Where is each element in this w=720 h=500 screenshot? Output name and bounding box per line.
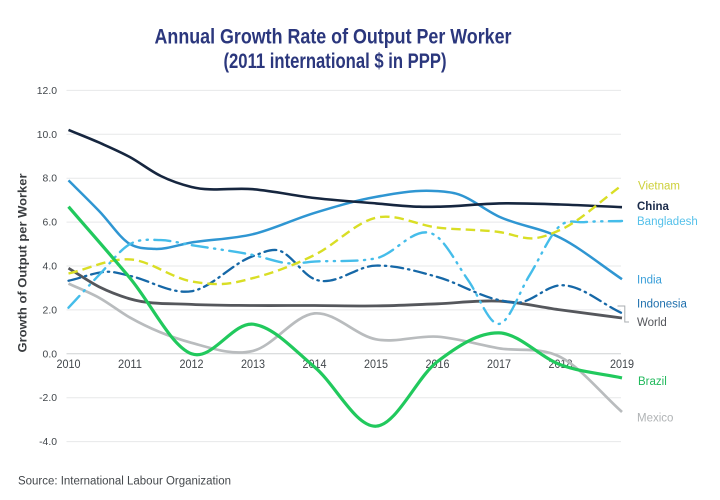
svg-text:8.0: 8.0 [43,174,58,185]
svg-text:Source: International Labour O: Source: International Labour Organizatio… [18,476,231,488]
svg-text:India: India [637,275,663,287]
svg-text:2013: 2013 [241,359,265,371]
svg-text:-4.0: -4.0 [39,437,57,448]
svg-text:2012: 2012 [180,359,204,371]
svg-text:Mexico: Mexico [637,413,673,425]
svg-text:10.0: 10.0 [37,130,57,141]
svg-text:Vietnam: Vietnam [638,181,680,193]
svg-text:2010: 2010 [57,359,81,371]
svg-text:0.0: 0.0 [43,349,58,360]
svg-text:Growth of Output per Worker: Growth of Output per Worker [18,173,30,353]
svg-text:(2011 international $ in PPP): (2011 international $ in PPP) [224,49,447,73]
svg-text:Brazil: Brazil [638,376,667,388]
svg-text:6.0: 6.0 [43,218,58,229]
svg-text:2017: 2017 [487,359,511,371]
svg-text:2.0: 2.0 [43,305,58,316]
svg-text:-2.0: -2.0 [39,393,57,404]
svg-text:4.0: 4.0 [43,262,58,273]
svg-text:12.0: 12.0 [37,86,57,97]
svg-text:2011: 2011 [118,359,142,371]
svg-text:2019: 2019 [610,359,634,371]
svg-text:2015: 2015 [364,359,388,371]
svg-text:Indonesia: Indonesia [637,299,687,311]
svg-text:World: World [637,317,667,329]
svg-text:China: China [637,201,670,213]
svg-text:Annual Growth Rate of Output P: Annual Growth Rate of Output Per Worker [155,25,513,49]
svg-text:Bangladesh: Bangladesh [637,216,698,228]
